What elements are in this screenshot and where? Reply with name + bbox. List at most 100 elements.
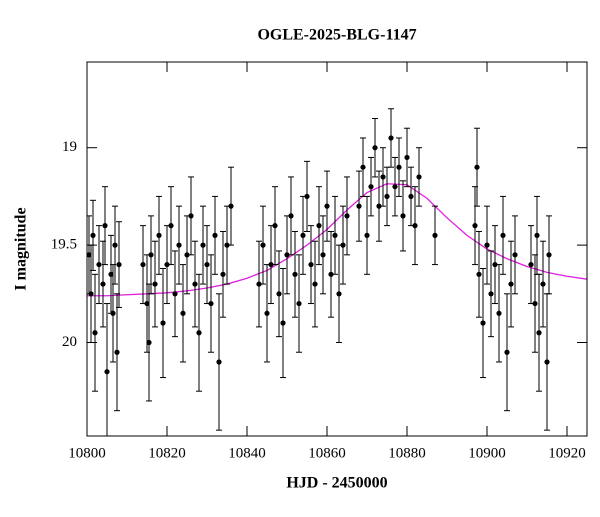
data-point — [332, 232, 338, 238]
data-point — [376, 203, 382, 209]
data-point — [220, 271, 226, 277]
data-point — [180, 310, 186, 316]
y-tick-label: 19 — [62, 139, 77, 155]
data-point — [192, 281, 198, 287]
data-point — [380, 174, 386, 180]
data-point — [110, 310, 116, 316]
data-point — [148, 252, 154, 258]
data-point — [228, 203, 234, 209]
data-point — [256, 281, 262, 287]
data-point — [288, 213, 294, 219]
data-point — [364, 232, 370, 238]
data-point — [152, 281, 158, 287]
data-point — [528, 261, 534, 268]
data-point — [540, 281, 546, 287]
data-point — [534, 232, 540, 238]
data-point — [400, 213, 406, 219]
data-point — [292, 271, 298, 277]
data-point — [284, 252, 290, 258]
data-point — [508, 281, 514, 287]
data-point — [102, 223, 108, 229]
data-point — [404, 154, 410, 161]
data-point — [312, 281, 318, 287]
plot-area — [87, 108, 587, 436]
data-point — [168, 223, 174, 229]
x-tick-label: 10900 — [468, 445, 506, 461]
data-point — [146, 339, 152, 346]
data-point — [224, 242, 230, 248]
data-point — [204, 261, 210, 268]
y-axis-label: I magnitude — [13, 207, 30, 290]
data-point — [546, 252, 552, 258]
data-point — [92, 330, 98, 336]
data-point — [396, 164, 402, 170]
data-point — [336, 291, 342, 297]
data-point — [300, 232, 306, 238]
x-tick-label: 10880 — [388, 445, 426, 461]
data-point — [188, 213, 194, 219]
x-axis-label: HJD - 2450000 — [286, 475, 387, 492]
data-point — [200, 242, 206, 248]
data-point — [320, 252, 326, 258]
data-point — [488, 291, 494, 297]
data-point — [176, 242, 182, 248]
data-point — [340, 242, 346, 248]
y-tick-label: 20 — [62, 334, 77, 350]
data-point — [360, 164, 366, 170]
data-point — [356, 203, 362, 209]
data-point — [108, 271, 114, 277]
data-point — [276, 291, 282, 297]
data-point — [96, 261, 102, 268]
data-point — [408, 193, 414, 200]
data-point — [90, 232, 96, 238]
data-point — [196, 330, 202, 336]
data-point — [104, 369, 110, 375]
data-point — [500, 232, 506, 238]
data-point — [368, 184, 374, 190]
chart-title: OGLE-2025-BLG-1147 — [257, 27, 416, 44]
data-point — [172, 291, 178, 297]
data-point — [412, 223, 418, 229]
data-point — [544, 359, 550, 365]
data-point — [432, 232, 438, 238]
data-point — [216, 359, 222, 365]
data-point — [112, 242, 118, 248]
x-tick-label: 10820 — [148, 445, 186, 461]
x-tick-label: 10840 — [228, 445, 266, 461]
data-point — [260, 242, 266, 248]
data-point — [504, 349, 510, 355]
data-point — [372, 145, 378, 151]
data-point — [296, 300, 302, 307]
model-curve — [87, 183, 587, 297]
data-point — [116, 261, 122, 268]
data-point — [344, 213, 350, 219]
data-point — [280, 320, 286, 326]
data-point — [144, 300, 150, 307]
data-point — [536, 330, 542, 336]
data-point — [512, 252, 518, 258]
data-point — [416, 174, 422, 180]
data-point — [140, 261, 146, 268]
data-point — [304, 193, 310, 200]
data-point — [100, 281, 106, 287]
data-point — [87, 252, 92, 258]
y-tick-label: 19.5 — [51, 237, 77, 253]
data-point — [114, 349, 120, 355]
data-point — [484, 242, 490, 248]
data-point — [392, 184, 398, 190]
data-point — [268, 261, 274, 268]
data-point — [476, 271, 482, 277]
data-point — [160, 320, 166, 326]
data-point — [532, 300, 538, 307]
data-point — [328, 271, 334, 277]
data-point — [496, 310, 502, 316]
data-point — [184, 252, 190, 258]
data-point — [264, 310, 270, 316]
data-point — [480, 320, 486, 326]
data-point — [492, 261, 498, 268]
data-point — [212, 232, 218, 238]
data-point — [272, 223, 278, 229]
x-tick-label: 10860 — [308, 445, 346, 461]
plot-frame — [86, 61, 588, 437]
data-point — [208, 300, 214, 307]
